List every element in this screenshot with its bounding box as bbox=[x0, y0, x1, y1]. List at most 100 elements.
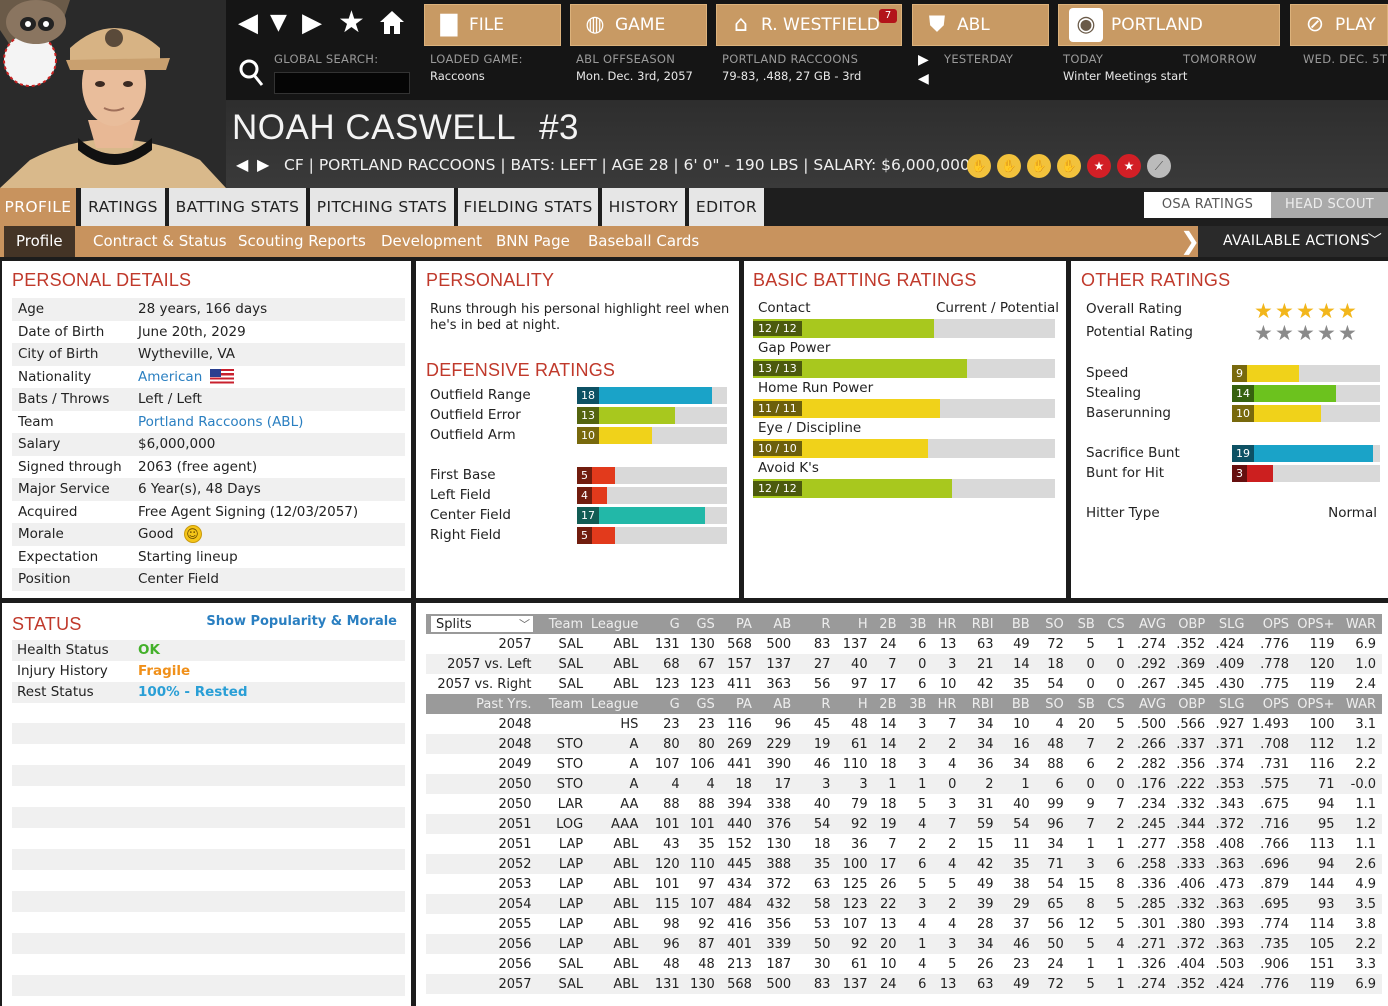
next-day-arrow-icon[interactable]: ▶ bbox=[918, 52, 929, 68]
stats-column-header[interactable]: AB bbox=[757, 694, 798, 714]
stats-column-header[interactable]: SLG bbox=[1211, 694, 1251, 714]
stats-column-header[interactable]: PA bbox=[720, 694, 758, 714]
stats-row[interactable]: 2053 LAP ABL 101 97 434 372 63 125 26 5 5 49 38 54 15 8.… bbox=[426, 874, 1382, 894]
prev-day-arrow-icon[interactable]: ◀ bbox=[918, 71, 929, 87]
stats-row[interactable]: 2049 STO A 107 106 441 390 46 110 18 3 4 36 34 88 6 2.28… bbox=[426, 754, 1382, 774]
stats-column-header[interactable]: BB bbox=[999, 694, 1036, 714]
splits-dropdown[interactable]: Splits ﹀ bbox=[430, 615, 534, 633]
game-menu-button[interactable]: ◍ GAME bbox=[570, 4, 707, 46]
stats-row[interactable]: 2051 LAP ABL 43 35 152 130 18 36 7 2 2 15 11 34 1 1.277.… bbox=[426, 834, 1382, 854]
stats-column-header[interactable]: H bbox=[836, 694, 874, 714]
subtab-scouting-reports[interactable]: Scouting Reports bbox=[238, 232, 366, 250]
stats-column-header[interactable]: PA bbox=[720, 614, 758, 634]
stats-row[interactable]: 2054 LAP ABL 115 107 484 432 58 123 22 3 2 39 29 65 8 5.… bbox=[426, 894, 1382, 914]
dropdown-arrow-icon[interactable]: ▼ bbox=[270, 10, 287, 35]
tab-profile[interactable]: PROFILE bbox=[0, 188, 76, 226]
stats-row[interactable]: 2048 HS 23 23 116 96 45 48 14 3 7 34 10 4 20 5 .500 .566.… bbox=[426, 714, 1382, 734]
nationality-link[interactable]: American bbox=[138, 368, 203, 385]
search-icon[interactable] bbox=[238, 58, 264, 92]
stats-row[interactable]: 2055 LAP ABL 98 92 416 356 53 107 13 4 4 28 37 56 12 5 .3… bbox=[426, 914, 1382, 934]
prev-player-arrow-icon[interactable]: ◀ bbox=[236, 155, 249, 174]
tab-ratings[interactable]: RATINGS bbox=[81, 188, 165, 226]
subtab-bnn-page[interactable]: BNN Page bbox=[496, 232, 570, 250]
stats-column-header[interactable]: Team bbox=[537, 694, 590, 714]
stats-row[interactable]: 2048 STO A 80 80 269 229 19 61 14 2 2 34 16 48 7 2.266.3… bbox=[426, 734, 1382, 754]
play-menu-button[interactable]: ⊘ PLAY bbox=[1290, 4, 1388, 46]
stats-column-header[interactable]: OPS bbox=[1250, 694, 1296, 714]
stats-column-header[interactable]: SB bbox=[1069, 694, 1101, 714]
team-link[interactable]: Portland Raccoons (ABL) bbox=[138, 413, 304, 430]
manager-menu-button[interactable]: ⌂ R. WESTFIELD 7 bbox=[716, 4, 902, 46]
stats-column-header[interactable]: R bbox=[797, 614, 837, 634]
stats-column-header[interactable]: GS bbox=[685, 614, 721, 634]
stats-column-header[interactable]: SB bbox=[1069, 614, 1101, 634]
stats-column-header[interactable]: RBI bbox=[962, 614, 1000, 634]
stats-row[interactable]: 2057 vs. Right SAL ABL 123 123 411 363 56 97 17 6 1… bbox=[426, 674, 1382, 694]
stats-column-header[interactable]: League bbox=[589, 614, 645, 634]
stats-column-header[interactable]: SO bbox=[1035, 694, 1070, 714]
global-search-input[interactable] bbox=[274, 72, 410, 94]
osa-ratings-toggle[interactable]: OSA RATINGS bbox=[1144, 192, 1271, 218]
stats-column-header[interactable]: 2B bbox=[873, 694, 903, 714]
stats-row[interactable]: 2056 SAL ABL 48 48 213 187 30 61 10 4 5 26 23 24 1 1 .326… bbox=[426, 954, 1382, 974]
stats-column-header[interactable]: R bbox=[797, 694, 837, 714]
stats-column-header[interactable]: AB bbox=[757, 614, 798, 634]
tab-fielding-stats[interactable]: FIELDING STATS bbox=[458, 188, 598, 226]
tab-pitching-stats[interactable]: PITCHING STATS bbox=[310, 188, 454, 226]
stats-column-header[interactable]: CS bbox=[1100, 614, 1131, 634]
stats-row[interactable]: 2051 LOG AAA 101 101 440 376 54 92 19 4 7 59 54 96 7 2.2… bbox=[426, 814, 1382, 834]
stats-column-header[interactable]: H bbox=[836, 614, 874, 634]
stats-column-header[interactable]: OBP bbox=[1171, 614, 1212, 634]
stats-row[interactable]: 2050 LAR AA 88 88 394 338 40 79 18 5 3 31 40 99 9 7.234.… bbox=[426, 794, 1382, 814]
next-player-arrow-icon[interactable]: ▶ bbox=[257, 155, 270, 174]
stats-column-header[interactable]: HR bbox=[932, 694, 963, 714]
stats-column-header[interactable]: GS bbox=[685, 694, 721, 714]
stats-column-header[interactable]: OPS+ bbox=[1295, 614, 1341, 634]
tab-editor[interactable]: EDITOR bbox=[689, 188, 764, 226]
stats-row[interactable]: 2052 LAP ABL 120 110 445 388 35 100 17 6 4 42 35 71 3 6.… bbox=[426, 854, 1382, 874]
subtab-profile[interactable]: Profile bbox=[4, 226, 75, 257]
home-icon[interactable] bbox=[378, 8, 406, 43]
stats-column-header[interactable]: RBI bbox=[962, 694, 1000, 714]
league-menu-button[interactable]: ⛊ ABL bbox=[912, 4, 1049, 46]
stats-column-header[interactable]: 3B bbox=[902, 614, 933, 634]
subtab-development[interactable]: Development bbox=[381, 232, 482, 250]
collapse-arrows-icon[interactable]: ❯ bbox=[1180, 227, 1201, 255]
subtab-baseball-cards[interactable]: Baseball Cards bbox=[588, 232, 700, 250]
file-menu-button[interactable]: ▇ FILE bbox=[424, 4, 561, 46]
team-menu-button[interactable]: ◉ PORTLAND bbox=[1058, 4, 1280, 46]
star-icon[interactable]: ★ bbox=[338, 5, 365, 40]
stats-column-header[interactable]: AVG bbox=[1130, 614, 1172, 634]
subtab-contract-status[interactable]: Contract & Status bbox=[93, 232, 227, 250]
stats-column-header[interactable]: OPS bbox=[1250, 614, 1296, 634]
stats-column-header[interactable]: G bbox=[644, 694, 686, 714]
stats-column-header[interactable]: AVG bbox=[1130, 694, 1172, 714]
stats-column-header[interactable]: 2B bbox=[873, 614, 903, 634]
back-arrow-icon[interactable]: ◀ bbox=[238, 8, 258, 38]
tab-batting-stats[interactable]: BATTING STATS bbox=[169, 188, 306, 226]
stats-row[interactable]: 2057 SAL ABL 131 130 568 500 83 137 24 6 13 63 49 72 5 1… bbox=[426, 634, 1382, 654]
stats-row[interactable]: 2057 SAL ABL 131 130 568 500 83 137 24 6 13 63 49 72 5 1… bbox=[426, 974, 1382, 994]
head-scout-toggle[interactable]: HEAD SCOUT bbox=[1271, 192, 1388, 218]
show-popularity-morale-link[interactable]: Show Popularity & Morale bbox=[206, 614, 397, 629]
stats-column-header[interactable]: OPS+ bbox=[1295, 694, 1341, 714]
stats-column-header[interactable]: WAR bbox=[1340, 694, 1382, 714]
stats-row[interactable]: 2057 vs. Left SAL ABL 68 67 157 137 27 40 7 0 3 21 14… bbox=[426, 654, 1382, 674]
tomorrow-label[interactable]: TOMORROW bbox=[1183, 52, 1257, 66]
stats-column-header[interactable]: SO bbox=[1035, 614, 1070, 634]
stats-column-header[interactable]: OBP bbox=[1171, 694, 1212, 714]
stats-column-header[interactable]: CS bbox=[1100, 694, 1131, 714]
stats-column-header[interactable]: 3B bbox=[902, 694, 933, 714]
forward-arrow-icon[interactable]: ▶ bbox=[302, 8, 322, 38]
yesterday-label[interactable]: YESTERDAY bbox=[944, 52, 1014, 66]
stats-row[interactable]: 2050 STO A 4 4 18 17 3 3 1 1 0 2 1 6 0 0.176.222.353.575… bbox=[426, 774, 1382, 794]
stats-column-header[interactable]: SLG bbox=[1211, 614, 1251, 634]
stats-column-header[interactable]: WAR bbox=[1340, 614, 1382, 634]
available-actions-button[interactable]: AVAILABLE ACTIONS ﹀ bbox=[1198, 226, 1388, 257]
stats-column-header[interactable]: HR bbox=[932, 614, 963, 634]
stats-column-header[interactable]: G bbox=[644, 614, 686, 634]
stats-column-header[interactable]: BB bbox=[999, 614, 1036, 634]
stats-row[interactable]: 2056 LAP ABL 96 87 401 339 50 92 20 1 3 34 46 50 5 4.271… bbox=[426, 934, 1382, 954]
stats-column-header[interactable]: League bbox=[589, 694, 645, 714]
tab-history[interactable]: HISTORY bbox=[602, 188, 685, 226]
